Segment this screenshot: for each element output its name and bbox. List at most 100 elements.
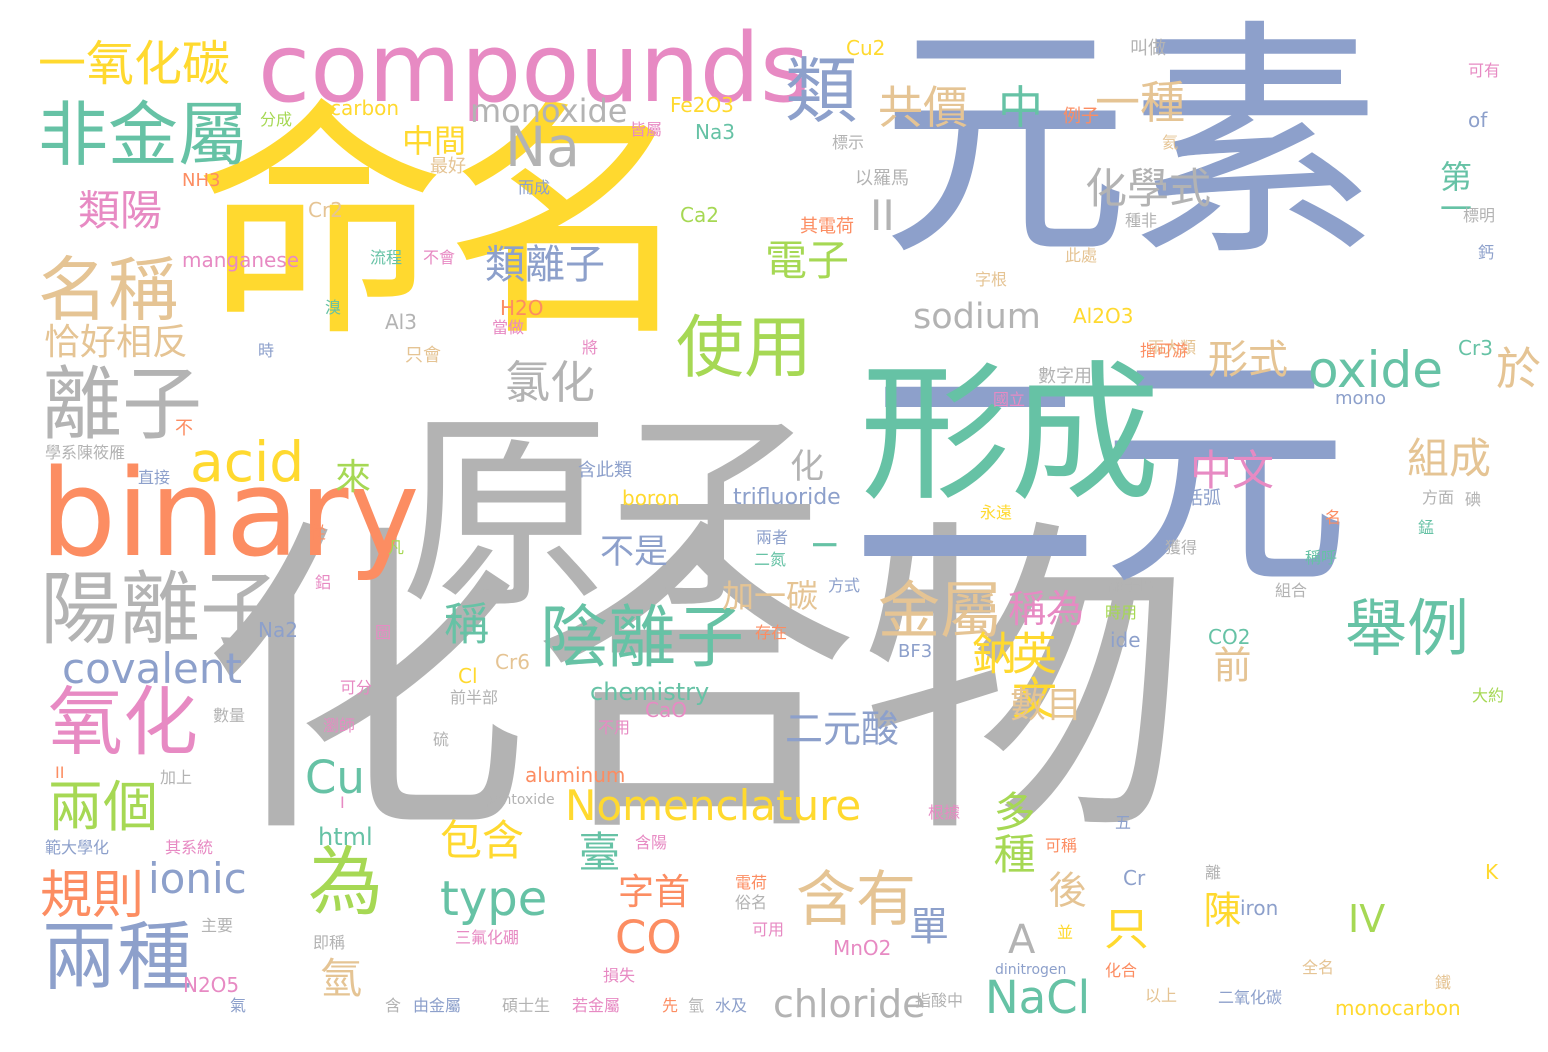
- word-195: 水及: [715, 996, 748, 1015]
- word-89: Al3: [385, 310, 417, 334]
- word-185: 以上: [1145, 986, 1178, 1005]
- word-137: 國立: [993, 390, 1026, 409]
- word-98: Cl: [458, 664, 478, 688]
- word-55: 包含: [440, 816, 525, 865]
- word-17: 為: [308, 838, 384, 926]
- word-46: chloride: [773, 982, 926, 1026]
- word-82: Fe2O3: [670, 93, 734, 117]
- word-61: 第一: [1435, 160, 1473, 224]
- word-104: iron: [1240, 896, 1279, 920]
- word-154: 鋁: [315, 573, 332, 592]
- word-71: 不是: [600, 532, 668, 572]
- word-38: 電子: [765, 236, 850, 285]
- word-172: 其系統: [165, 838, 214, 857]
- word-54: 多種: [987, 790, 1036, 874]
- word-173: 含陽: [635, 833, 668, 852]
- word-192: 若金屬: [572, 996, 621, 1015]
- word-168: 加上: [160, 768, 193, 787]
- word-13: 一氧化碳: [38, 36, 231, 92]
- word-142: 括弧: [1185, 488, 1221, 509]
- word-136: 數字用: [1038, 366, 1092, 387]
- word-158: 時用: [1105, 603, 1138, 622]
- word-194: 氫: [688, 996, 705, 1015]
- word-140: 含此類: [578, 460, 632, 481]
- word-20: acid: [190, 430, 305, 494]
- word-21: Na: [505, 115, 580, 179]
- word-108: N2O5: [183, 973, 240, 997]
- word-100: Na2: [258, 618, 298, 642]
- word-193: 先: [662, 996, 679, 1015]
- word-196: 指酸中: [915, 991, 964, 1010]
- word-99: CaO: [645, 698, 687, 722]
- word-169: 根據: [928, 803, 961, 822]
- word-121: 以羅馬: [855, 168, 909, 189]
- word-117: 例子: [1063, 106, 1099, 127]
- word-95: BF3: [898, 641, 933, 662]
- word-30: 一種: [1095, 76, 1186, 129]
- word-147: 錳: [1418, 518, 1435, 537]
- word-50: 稱為: [1008, 587, 1085, 631]
- word-163: 大約: [1472, 686, 1505, 705]
- word-165: 瀏師: [323, 716, 356, 735]
- word-26: 規則: [40, 866, 145, 926]
- word-24: 含有: [796, 865, 916, 935]
- word-16: 陰離子: [540, 599, 745, 678]
- word-171: 範大學化: [45, 838, 110, 857]
- word-40: ionic: [148, 854, 247, 903]
- word-81: carbon: [330, 96, 400, 120]
- word-170: 五: [1115, 813, 1132, 832]
- word-7: binary: [40, 445, 420, 584]
- word-183: 全名: [1302, 958, 1335, 977]
- word-29: 中: [998, 81, 1044, 134]
- word-141: 直接: [138, 468, 171, 487]
- word-189: 含: [385, 996, 402, 1015]
- word-48: monoxide: [470, 92, 628, 130]
- word-83: Na3: [695, 120, 735, 144]
- word-58: 數目: [1010, 685, 1083, 726]
- word-10: 離子: [42, 358, 202, 451]
- word-123: 種非: [1125, 211, 1158, 230]
- word-18: 兩種: [42, 913, 193, 1001]
- word-28: 共價: [878, 81, 969, 134]
- word-41: Nomenclature: [565, 781, 862, 830]
- word-125: 流程: [370, 248, 403, 267]
- word-60: 氫: [320, 954, 363, 1003]
- word-105: MnO2: [833, 936, 892, 960]
- word-19: 氧化: [48, 678, 199, 766]
- word-76: I: [805, 540, 843, 550]
- word-157: 組合: [1275, 581, 1308, 600]
- word-124: 鈣: [1478, 243, 1495, 262]
- word-138: 不: [175, 418, 193, 439]
- word-111: 叫做: [1130, 38, 1166, 59]
- word-52: 鈉: [964, 630, 1017, 675]
- word-88: H2O: [500, 296, 544, 320]
- word-80: Cu2: [846, 36, 886, 60]
- word-75: II: [870, 191, 895, 240]
- word-5: 形成: [860, 348, 1161, 522]
- word-64: 字首: [618, 872, 691, 913]
- word-65: 單: [902, 905, 948, 945]
- word-199: I: [340, 793, 345, 812]
- word-2: 元素: [880, 0, 1380, 290]
- word-133: 只會: [405, 345, 441, 366]
- word-132: 時: [258, 341, 275, 360]
- word-156: 離子區: [1108, 576, 1157, 595]
- word-118: 標示: [832, 133, 865, 152]
- word-6: 原子: [400, 392, 821, 637]
- word-34: 中文: [1190, 446, 1275, 495]
- word-14: 類: [785, 49, 858, 133]
- word-93: boron: [622, 486, 680, 510]
- word-155: 方式: [828, 576, 861, 595]
- word-57: 二元酸: [785, 707, 900, 751]
- word-101: aluminum: [525, 763, 626, 787]
- word-146: 名: [1325, 508, 1342, 527]
- word-167: 硫: [433, 730, 450, 749]
- word-42: NaCl: [985, 971, 1091, 1024]
- word-37: 類離子: [485, 242, 605, 288]
- word-107: monocarbon: [1335, 996, 1461, 1020]
- word-159: 圖: [375, 623, 392, 642]
- word-184: 化合: [1105, 961, 1138, 980]
- word-53: 稱: [436, 600, 489, 645]
- word-126: 不會: [423, 248, 456, 267]
- word-161: 可分: [340, 678, 373, 697]
